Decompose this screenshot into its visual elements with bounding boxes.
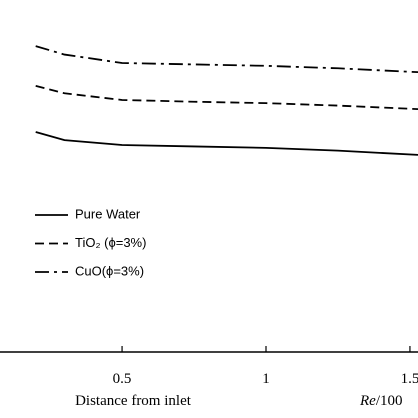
series-line [35,85,418,111]
x-axis-label: Distance from inlet [75,393,192,409]
legend-label: CuO(ϕ=3%) [75,263,144,278]
x-tick-label: 1 [262,371,270,387]
legend-label: TiO₂ (ϕ=3%) [75,235,146,250]
x-tick-label: 0.5 [113,371,132,387]
legend-label: Pure Water [75,206,141,221]
annotation: Re/100 [359,393,403,409]
series-line [35,45,418,74]
x-tick-label: 1.5 [401,371,418,387]
annotation-italic: Re [359,393,376,409]
annotation-rest: /100 [376,393,403,409]
series-line [35,131,418,156]
